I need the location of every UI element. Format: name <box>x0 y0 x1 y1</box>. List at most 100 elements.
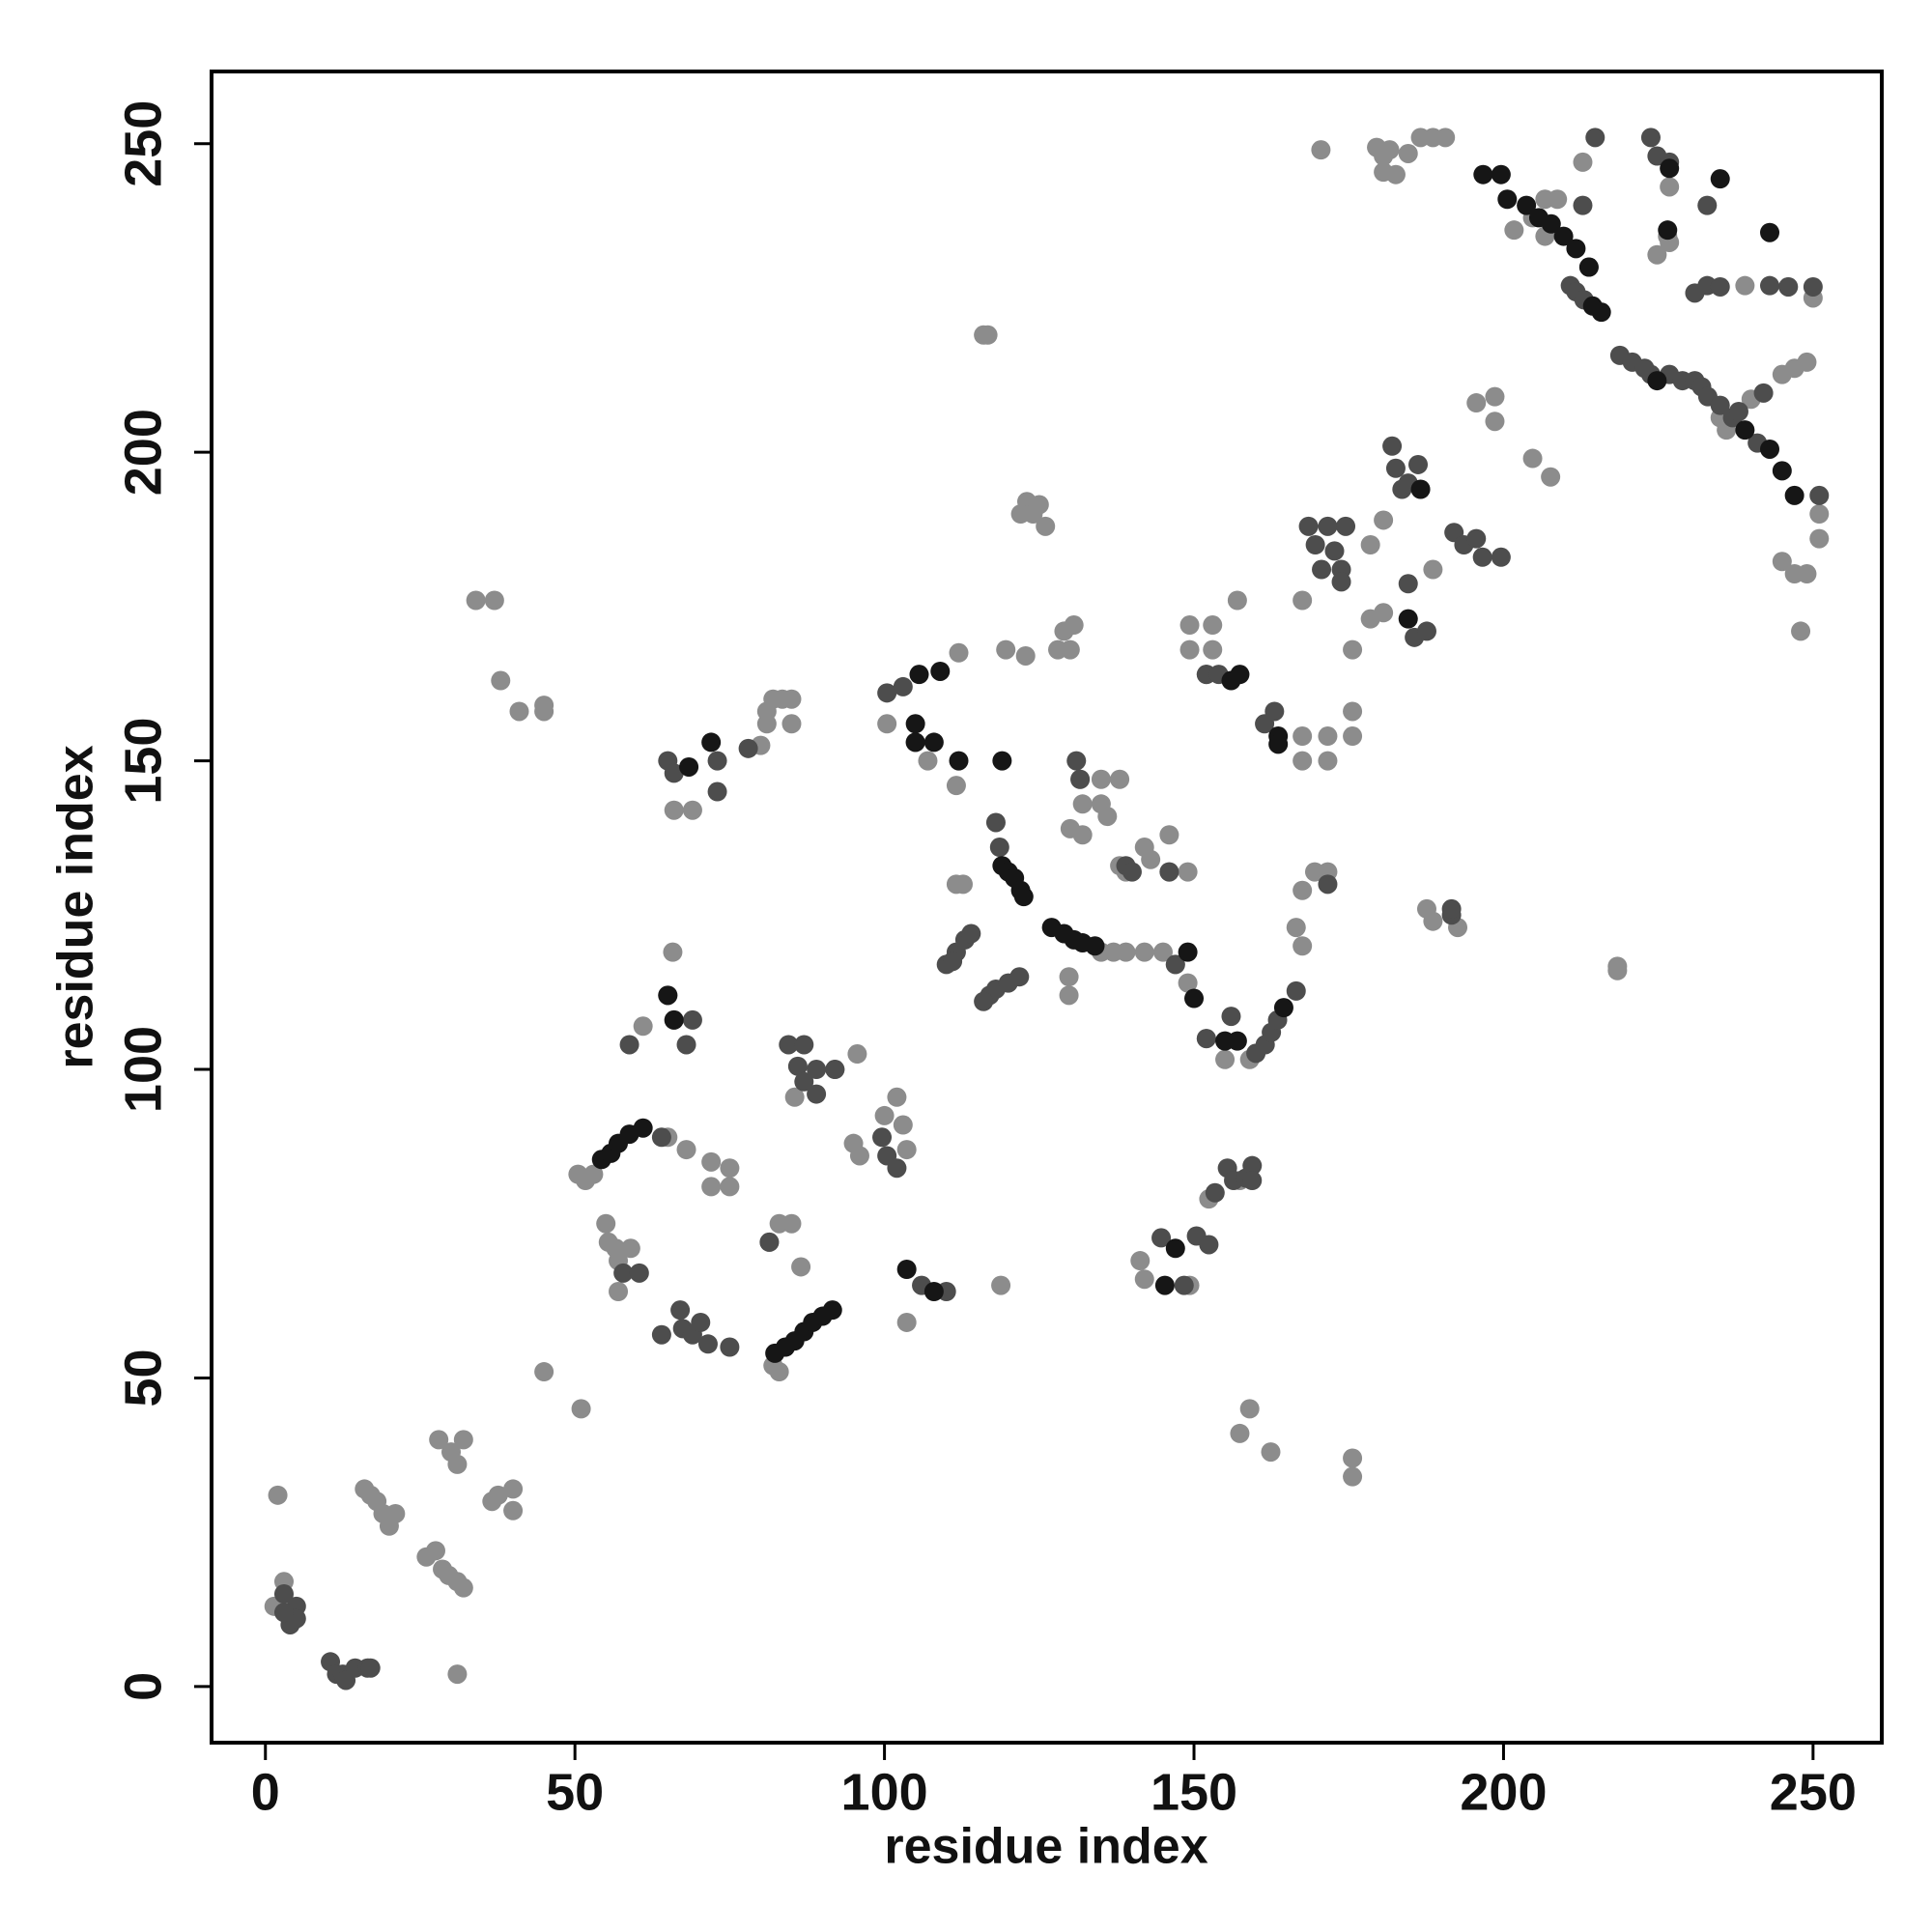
scatter-point <box>930 661 951 681</box>
scatter-point <box>1797 564 1817 584</box>
scatter-point <box>1772 461 1792 481</box>
scatter-point <box>769 1362 789 1382</box>
scatter-point <box>874 1105 895 1125</box>
x-tick-label: 250 <box>1770 1763 1857 1821</box>
scatter-point <box>1423 559 1443 580</box>
scatter-point <box>1485 386 1505 407</box>
scatter-point <box>738 738 758 758</box>
scatter-point <box>1184 988 1205 1009</box>
scatter-point <box>1318 726 1338 747</box>
scatter-point <box>794 1071 814 1092</box>
scatter-point <box>1013 887 1034 907</box>
scatter-point <box>503 1500 524 1520</box>
scatter-point <box>1607 960 1628 980</box>
scatter-point <box>651 1127 671 1148</box>
scatter-point <box>1410 479 1431 499</box>
scatter-point <box>534 701 554 722</box>
scatter-point <box>1522 448 1543 469</box>
scatter-point <box>1242 1155 1263 1176</box>
scatter-point <box>596 1213 616 1234</box>
y-tick-label: 100 <box>114 1026 172 1113</box>
scatter-point <box>1485 412 1505 432</box>
scatter-point <box>1553 226 1574 246</box>
scatter-point <box>609 1282 629 1302</box>
scatter-point <box>887 1087 907 1107</box>
scatter-point <box>1778 276 1799 297</box>
scatter-point <box>676 1140 696 1160</box>
x-tick-label: 0 <box>251 1763 280 1821</box>
scatter-point <box>1473 164 1493 185</box>
scatter-point <box>877 683 897 703</box>
scatter-point <box>992 751 1012 771</box>
scatter-point <box>484 590 504 611</box>
scatter-point <box>1178 942 1198 962</box>
scatter-point <box>273 1603 294 1623</box>
scatter-point <box>847 1044 867 1065</box>
scatter-point <box>849 1146 869 1166</box>
x-tick-label: 100 <box>841 1763 928 1821</box>
scatter-point <box>909 665 929 685</box>
scatter-point <box>1196 1029 1216 1049</box>
scatter-point <box>1466 528 1487 549</box>
scatter-point <box>1010 504 1031 525</box>
scatter-point <box>1085 936 1105 956</box>
scatter-point <box>1408 454 1429 474</box>
y-tick-label: 250 <box>114 100 172 187</box>
scatter-point <box>491 670 511 691</box>
scatter-point <box>1116 942 1136 962</box>
scatter-point <box>1261 1442 1281 1463</box>
scatter-point <box>658 985 678 1006</box>
scatter-point <box>1318 516 1338 536</box>
scatter-point <box>949 642 969 663</box>
scatter-point <box>1110 769 1130 789</box>
scatter-point <box>1760 439 1780 459</box>
scatter-point <box>1179 615 1200 636</box>
scatter-point <box>1298 516 1319 536</box>
scatter-point <box>1797 352 1817 372</box>
scatter-point <box>1029 495 1049 515</box>
scatter-point <box>1165 1238 1185 1259</box>
scatter-point <box>707 781 727 802</box>
scatter-point <box>1318 751 1338 771</box>
scatter-point <box>1343 639 1363 660</box>
scatter-point <box>701 1151 722 1172</box>
scatter-point <box>952 874 973 895</box>
scatter-point <box>1293 590 1313 611</box>
scatter-point <box>1660 158 1680 179</box>
scatter-point <box>985 812 1006 833</box>
scatter-point <box>1122 862 1142 882</box>
scatter-point <box>385 1503 406 1523</box>
scatter-point <box>974 991 994 1011</box>
scatter-point <box>1178 862 1198 882</box>
scatter-point <box>1760 275 1780 296</box>
scatter-point <box>1517 195 1537 215</box>
scatter-point <box>1573 152 1593 172</box>
scatter-point <box>807 1084 827 1104</box>
scatter-point <box>1091 769 1111 789</box>
scatter-point <box>1379 140 1400 160</box>
scatter-point <box>633 1118 653 1138</box>
scatter-point <box>1203 615 1223 636</box>
scatter-point <box>1179 639 1200 660</box>
scatter-point <box>707 751 727 771</box>
scatter-point <box>1097 807 1118 827</box>
scatter-point <box>781 1213 802 1234</box>
scatter-point <box>1286 980 1306 1001</box>
scatter-point <box>691 1312 711 1332</box>
scatter-point <box>905 714 925 734</box>
scatter-point <box>923 732 944 753</box>
scatter-point <box>1541 213 1561 234</box>
x-tick-label: 200 <box>1460 1763 1547 1821</box>
scatter-point <box>1293 936 1313 956</box>
x-tick-label: 150 <box>1151 1763 1237 1821</box>
scatter-point <box>1784 485 1804 505</box>
scatter-point <box>1809 504 1830 525</box>
scatter-point <box>1318 874 1338 895</box>
scatter-point <box>1199 1235 1219 1255</box>
scatter-point <box>701 732 722 753</box>
scatter-point <box>429 1430 449 1450</box>
scatter-point <box>1504 220 1524 241</box>
scatter-point <box>1772 552 1792 572</box>
scatter-point <box>1791 621 1811 641</box>
scatter-point <box>946 776 966 796</box>
